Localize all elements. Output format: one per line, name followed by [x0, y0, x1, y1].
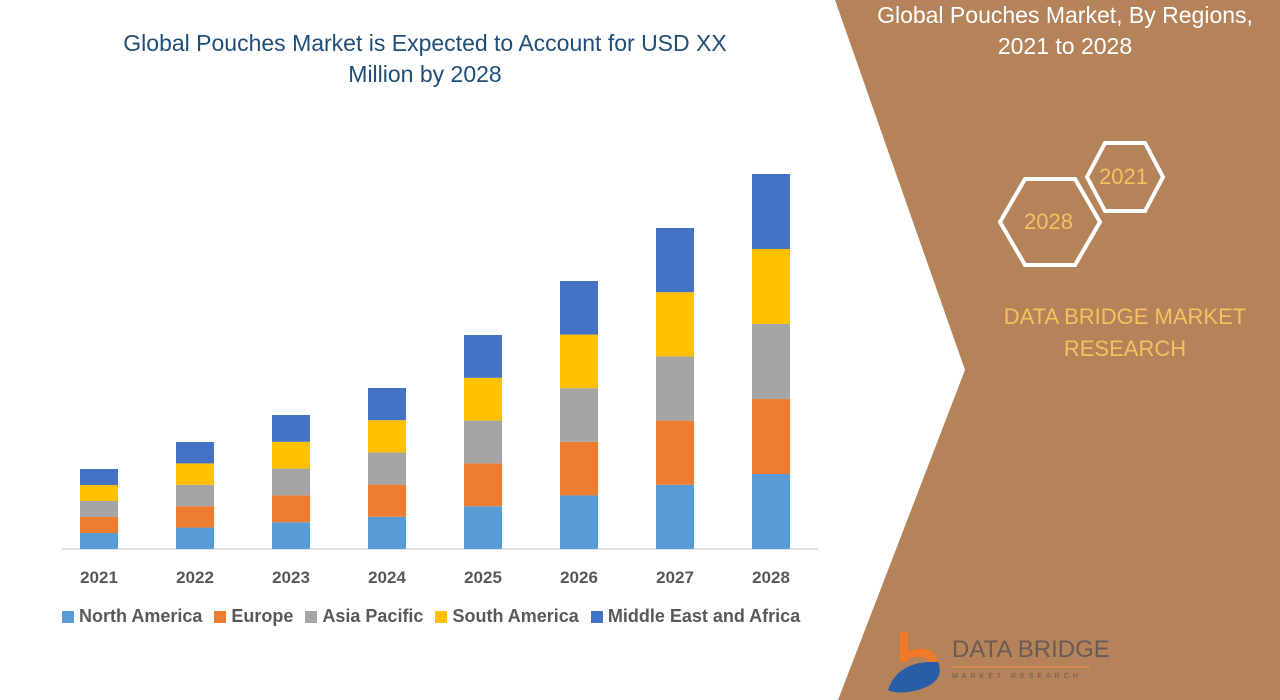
bar-segment-2024-4 [368, 388, 406, 421]
legend-label: North America [79, 606, 203, 626]
bar-segment-2023-0 [272, 522, 310, 549]
x-tick-label: 2026 [560, 568, 598, 587]
legend-swatch [435, 610, 448, 623]
bar-segment-2022-1 [176, 506, 214, 528]
hex-2021 [1084, 141, 1166, 213]
legend-swatch [590, 610, 603, 623]
legend-label: Asia Pacific [322, 606, 424, 626]
legend-label: Europe [231, 606, 294, 626]
bar-segment-2028-1 [752, 399, 790, 474]
legend-label: South America [452, 606, 579, 626]
bar-segment-2023-1 [272, 495, 310, 523]
panel-title: Global Pouches Market, By Regions, 2021 … [877, 2, 1253, 59]
bar-segment-2028-0 [752, 474, 790, 549]
hex-2028 [997, 177, 1103, 267]
legend-item: Middle East and Africa [590, 606, 801, 627]
bar-segment-2021-4 [80, 469, 118, 485]
legend-swatch [62, 610, 74, 623]
legend-item: South America [435, 606, 579, 627]
bar-segment-2025-1 [464, 463, 502, 507]
bar-segment-2021-1 [80, 517, 118, 533]
x-tick-label: 2027 [656, 568, 694, 587]
bar-segment-2028-2 [752, 324, 790, 399]
bar-segment-2026-0 [560, 495, 598, 549]
legend-label: Middle East and Africa [607, 606, 801, 626]
bar-segment-2023-4 [272, 415, 310, 442]
legend-swatch [214, 610, 227, 623]
bar-segment-2024-3 [368, 420, 406, 453]
bar-segment-2022-2 [176, 484, 214, 507]
bar-segment-2026-1 [560, 441, 598, 496]
bar-segment-2027-4 [656, 228, 694, 293]
x-tick-label: 2022 [176, 568, 214, 587]
bar-segment-2026-3 [560, 334, 598, 389]
legend: North America Europe Asia Pacific South Ame… [62, 606, 800, 627]
bar-segment-2024-1 [368, 484, 406, 517]
hex-label-2021: 2021 [1099, 164, 1148, 189]
logo-subtext: MARKET RESEARCH [952, 673, 1082, 680]
bar-segment-2025-0 [464, 506, 502, 549]
bar-segment-2022-4 [176, 442, 214, 464]
bar-segment-2025-4 [464, 335, 502, 378]
bar-segment-2027-1 [656, 420, 694, 485]
chart: 2021 2022 2023 2024 2025 2026 2027 2028 [62, 174, 818, 587]
logo-icon [888, 632, 940, 693]
bar-segment-2028-4 [752, 174, 790, 249]
bar-segment-2025-3 [464, 377, 502, 421]
bar-segment-2025-2 [464, 420, 502, 464]
chart-title: Global Pouches Market is Expected to Acc… [123, 30, 727, 87]
hex-label-2028: 2028 [1024, 209, 1073, 234]
x-tick-label: 2028 [752, 568, 790, 587]
bar-segment-2028-3 [752, 249, 790, 324]
bar-segment-2027-3 [656, 292, 694, 357]
bar-segment-2023-2 [272, 468, 310, 496]
bar-segment-2021-0 [80, 533, 118, 549]
bar-segment-2022-3 [176, 463, 214, 485]
legend-item: North America [62, 606, 202, 627]
bar-segment-2026-4 [560, 281, 598, 335]
x-tick-label: 2024 [368, 568, 406, 587]
bar-segment-2024-2 [368, 452, 406, 485]
x-tick-label: 2021 [80, 568, 118, 587]
bar-segment-2021-2 [80, 501, 118, 517]
bar-segment-2026-2 [560, 388, 598, 442]
brand-text: DATA BRIDGE MARKET RESEARCH [1003, 304, 1247, 361]
bar-segment-2027-2 [656, 356, 694, 421]
side-panel [835, 0, 1280, 700]
bar-segment-2024-0 [368, 516, 406, 549]
x-tick-label: 2025 [464, 568, 502, 587]
legend-item: Europe [214, 606, 293, 627]
bar-segment-2023-3 [272, 441, 310, 469]
bar-segment-2027-0 [656, 484, 694, 549]
bar-segment-2021-3 [80, 485, 118, 501]
legend-item: Asia Pacific [305, 606, 423, 627]
x-tick-label: 2023 [272, 568, 310, 587]
bar-segment-2022-0 [176, 527, 214, 549]
legend-swatch [305, 610, 318, 623]
logo-text: DATA BRIDGE [952, 636, 1110, 663]
